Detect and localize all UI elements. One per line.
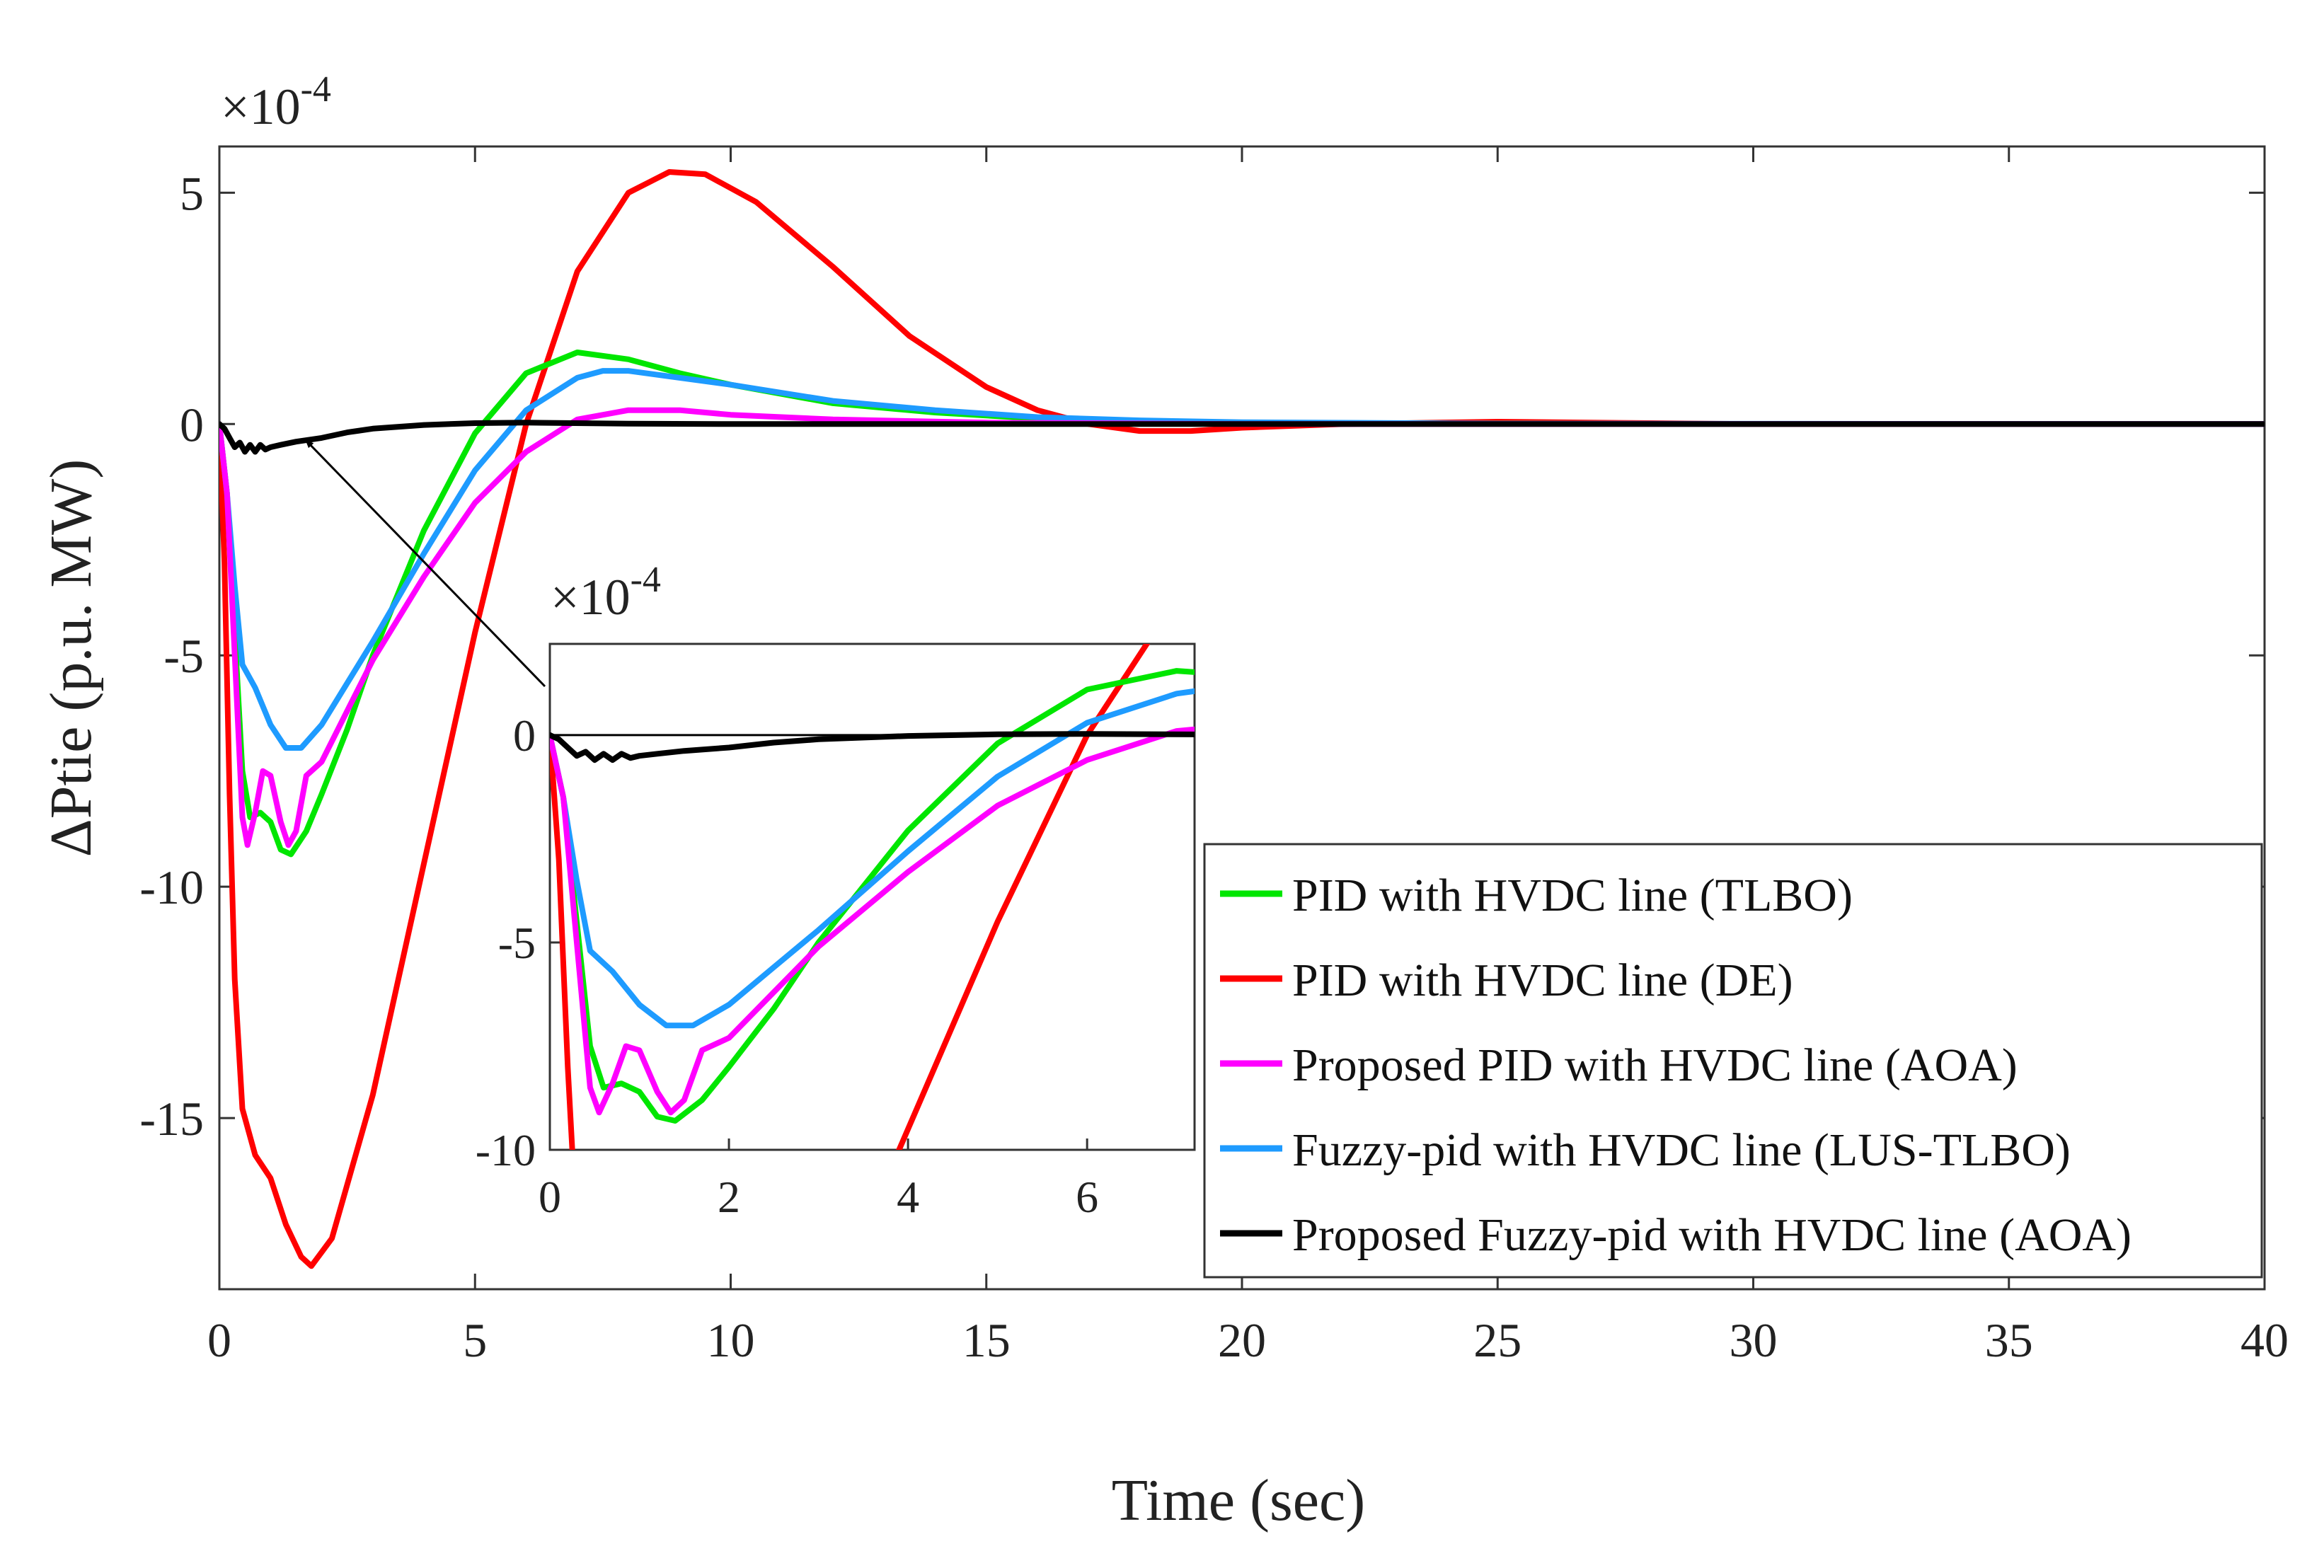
inset-series-lines	[550, 644, 1195, 1150]
series-line-2	[219, 407, 2265, 848]
inset-x-tick-label: 4	[897, 1172, 919, 1222]
y-tick-label: -10	[139, 860, 204, 914]
x-tick-label: 40	[2240, 1313, 2289, 1367]
inset-series-line-3	[550, 688, 1195, 1029]
x-tick-label: 25	[1473, 1313, 1521, 1367]
inset-series-line-2	[550, 726, 1195, 1116]
inset-y-tick-label: 0	[513, 710, 536, 761]
legend-box	[1203, 843, 2263, 1279]
inset-x-tick-label: 6	[1076, 1172, 1098, 1222]
series-line-4	[219, 420, 2265, 455]
series-line-1	[219, 169, 2265, 1269]
legend-label: Proposed Fuzzy-pid with HVDC line (AOA)	[1292, 1209, 2132, 1261]
x-axis-title: Time (sec)	[1112, 1468, 1366, 1533]
inset-y-tick-label: -5	[498, 918, 536, 968]
x-tick-label: 20	[1218, 1313, 1266, 1367]
legend-label: Proposed PID with HVDC line (AOA)	[1292, 1039, 2018, 1091]
x-tick-label: 15	[962, 1313, 1011, 1367]
inset-x-tick-label: 0	[539, 1172, 561, 1222]
inset-series-line-4	[550, 731, 1195, 763]
main-axis-ticks: 0 5 10 15 20 25 30 35 40-15-10-505	[139, 146, 2289, 1367]
inset-plot-area	[548, 642, 1196, 1151]
x-tick-label: 0	[207, 1313, 231, 1367]
y-tick-label: -5	[163, 629, 204, 683]
y-tick-label: -15	[139, 1092, 204, 1146]
legend-label: PID with HVDC line (TLBO)	[1292, 870, 1853, 921]
y-tick-label: 5	[180, 166, 204, 220]
legend-label: PID with HVDC line (DE)	[1292, 955, 1793, 1006]
series-line-3	[219, 368, 2265, 751]
inset-x-tick-label: 2	[718, 1172, 740, 1222]
x-tick-label: 30	[1730, 1313, 1778, 1367]
inset-y-multiplier-label: ×10-4	[551, 560, 661, 626]
y-tick-label: 0	[180, 398, 204, 451]
x-tick-label: 10	[707, 1313, 755, 1367]
x-tick-label: 5	[463, 1313, 487, 1367]
inset-axis-ticks: 0 2 4 6 -10 -5 0	[476, 710, 1098, 1222]
main-series-lines	[219, 169, 2265, 1269]
inset-pointer-arrow	[304, 439, 546, 688]
y-multiplier-label: ×10-4	[221, 69, 331, 135]
inset-y-tick-label: -10	[476, 1125, 536, 1175]
y-axis-title: ΔPtie (p.u. MW)	[38, 459, 104, 858]
legend: PID with HVDC line (TLBO) PID with HVDC l…	[1203, 843, 2263, 1279]
x-tick-label: 35	[1985, 1313, 2033, 1367]
legend-label: Fuzzy-pid with HVDC line (LUS-TLBO)	[1292, 1124, 2071, 1176]
